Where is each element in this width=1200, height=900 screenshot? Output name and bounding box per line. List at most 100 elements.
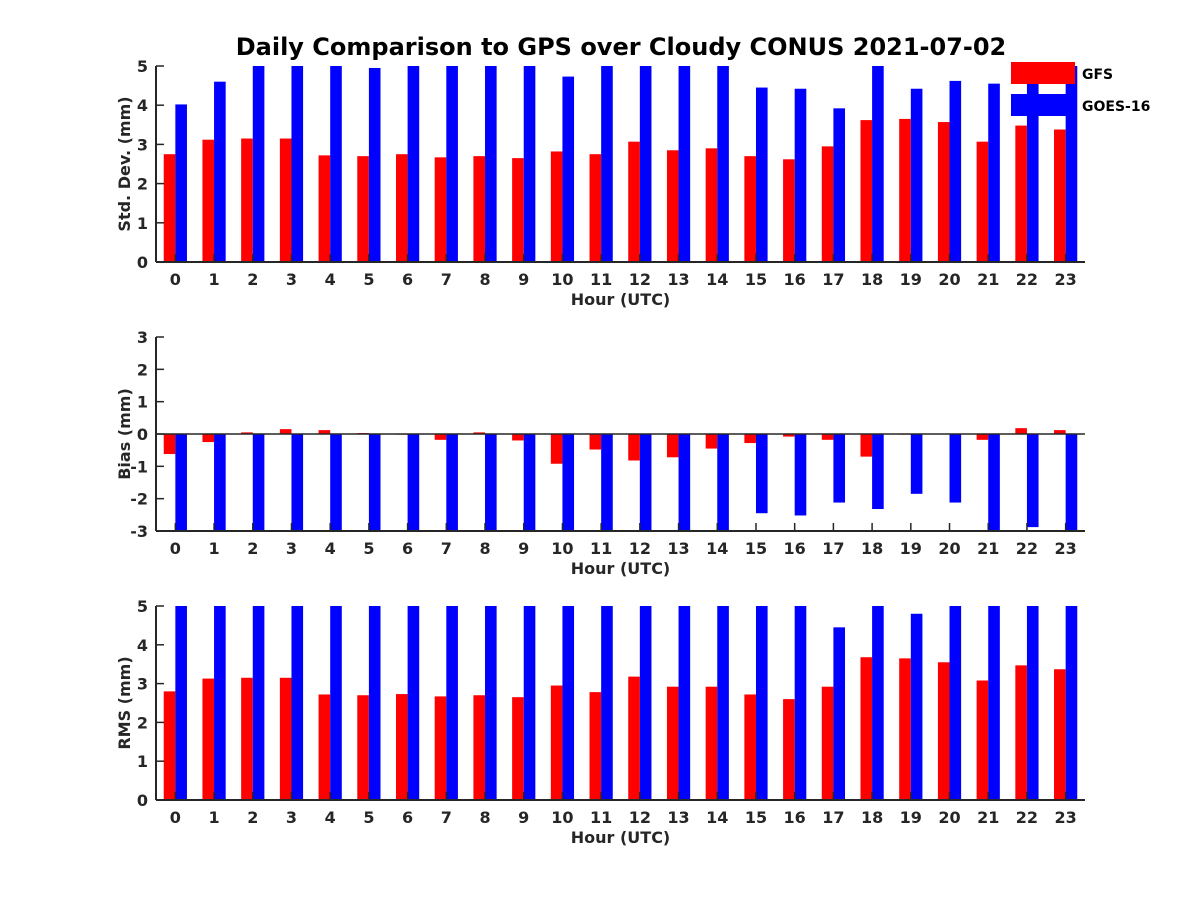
y-tick-label: -3 — [130, 522, 148, 541]
x-tick-label: 23 — [1055, 808, 1077, 827]
bar-goes-16-hour-2 — [252, 434, 265, 531]
bar-gfs-hour-3 — [279, 677, 292, 800]
bar-gfs-hour-21 — [976, 141, 989, 262]
bar-goes-16-hour-5 — [368, 67, 381, 263]
x-tick-label: 0 — [170, 808, 181, 827]
y-tick-label: 2 — [137, 713, 148, 732]
x-tick-label: 23 — [1055, 270, 1077, 289]
x-tick-label: 18 — [861, 808, 883, 827]
y-tick-label: 3 — [137, 328, 148, 347]
bar-goes-16-hour-0 — [175, 434, 187, 531]
bar-goes-16-hour-7 — [446, 66, 458, 262]
bar-goes-16-hour-3 — [291, 606, 304, 800]
bar-gfs-hour-5 — [357, 156, 369, 262]
bar-goes-16-hour-6 — [407, 434, 420, 531]
bar-goes-16-hour-1 — [214, 434, 226, 531]
bar-gfs-hour-13 — [666, 686, 679, 800]
x-tick-label: 2 — [247, 539, 258, 558]
x-tick-label: 21 — [977, 539, 999, 558]
bar-goes-16-hour-15 — [755, 606, 768, 800]
x-tick-label: 14 — [706, 539, 728, 558]
y-tick-label: 1 — [137, 214, 148, 233]
bar-goes-16-hour-10 — [562, 76, 575, 262]
y-tick-label: 0 — [137, 425, 148, 444]
bar-goes-16-hour-19 — [910, 434, 923, 494]
x-tick-label: 1 — [208, 270, 219, 289]
x-tick-label: 14 — [706, 270, 728, 289]
bar-goes-16-hour-20 — [949, 606, 962, 800]
x-tick-label: 14 — [706, 808, 728, 827]
bar-gfs-hour-6 — [395, 154, 408, 262]
legend-label-gfs: GFS — [1082, 67, 1113, 83]
x-tick-label: 11 — [590, 539, 612, 558]
bar-goes-16-hour-5 — [368, 434, 381, 531]
bar-gfs-hour-21 — [976, 680, 989, 800]
bar-gfs-hour-8 — [473, 156, 486, 262]
y-tick-label: 5 — [137, 597, 148, 616]
x-axis-label: Hour (UTC) — [571, 290, 671, 309]
bar-gfs-hour-16 — [783, 434, 795, 437]
bar-goes-16-hour-14 — [717, 434, 729, 531]
bar-gfs-hour-2 — [241, 138, 253, 262]
bar-gfs-hour-7 — [434, 434, 447, 440]
bar-goes-16-hour-18 — [872, 606, 884, 800]
bar-goes-16-hour-11 — [601, 434, 613, 531]
x-tick-label: 16 — [784, 808, 806, 827]
bar-goes-16-hour-4 — [330, 434, 342, 531]
bar-goes-16-hour-13 — [678, 606, 691, 800]
bar-gfs-hour-17 — [821, 434, 834, 440]
y-tick-label: 5 — [137, 57, 148, 76]
x-tick-label: 19 — [900, 270, 922, 289]
bar-gfs-hour-2 — [241, 677, 253, 800]
bar-gfs-hour-16 — [783, 159, 795, 262]
bar-goes-16-hour-20 — [949, 80, 962, 263]
bar-gfs-hour-8 — [473, 695, 486, 800]
bar-goes-16-hour-22 — [1026, 606, 1039, 800]
x-tick-label: 20 — [938, 808, 960, 827]
x-tick-label: 15 — [745, 539, 767, 558]
y-tick-label: 1 — [137, 393, 148, 412]
x-tick-label: 13 — [667, 808, 689, 827]
bar-gfs-hour-19 — [899, 658, 911, 800]
y-axis-label: Bias (mm) — [115, 388, 134, 480]
x-tick-label: 3 — [286, 539, 297, 558]
bar-gfs-hour-17 — [821, 146, 834, 262]
bar-gfs-hour-4 — [318, 430, 331, 434]
bar-gfs-hour-17 — [821, 686, 834, 800]
y-tick-label: 3 — [137, 675, 148, 694]
bar-goes-16-hour-22 — [1026, 66, 1039, 262]
bar-goes-16-hour-22 — [1026, 434, 1039, 528]
x-tick-label: 13 — [667, 539, 689, 558]
bar-goes-16-hour-9 — [523, 606, 536, 800]
x-tick-label: 19 — [900, 539, 922, 558]
legend-swatch-gfs — [1011, 62, 1075, 84]
x-tick-label: 12 — [629, 270, 651, 289]
bar-goes-16-hour-15 — [755, 434, 768, 514]
bar-goes-16-hour-16 — [794, 434, 807, 516]
bar-goes-16-hour-19 — [910, 613, 923, 800]
bar-goes-16-hour-12 — [639, 606, 652, 800]
x-tick-label: 8 — [479, 808, 490, 827]
bar-gfs-hour-0 — [163, 691, 176, 800]
bar-gfs-hour-0 — [163, 434, 176, 455]
bar-gfs-hour-15 — [744, 694, 756, 800]
x-tick-label: 6 — [402, 270, 413, 289]
bar-goes-16-hour-21 — [988, 434, 1000, 531]
bar-goes-16-hour-2 — [252, 66, 265, 262]
bar-gfs-hour-15 — [744, 434, 756, 444]
bar-goes-16-hour-7 — [446, 434, 458, 531]
x-tick-label: 10 — [551, 808, 573, 827]
bar-goes-16-hour-13 — [678, 434, 691, 531]
bar-gfs-hour-9 — [512, 697, 524, 800]
x-tick-label: 5 — [363, 808, 374, 827]
x-tick-label: 18 — [861, 539, 883, 558]
x-tick-label: 20 — [938, 270, 960, 289]
bar-goes-16-hour-21 — [988, 606, 1000, 800]
x-tick-label: 3 — [286, 270, 297, 289]
bar-gfs-hour-20 — [937, 122, 950, 262]
x-tick-label: 15 — [745, 808, 767, 827]
bar-gfs-hour-14 — [705, 434, 718, 449]
